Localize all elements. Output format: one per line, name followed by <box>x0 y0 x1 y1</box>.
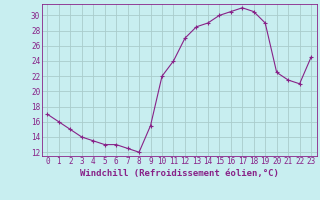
X-axis label: Windchill (Refroidissement éolien,°C): Windchill (Refroidissement éolien,°C) <box>80 169 279 178</box>
